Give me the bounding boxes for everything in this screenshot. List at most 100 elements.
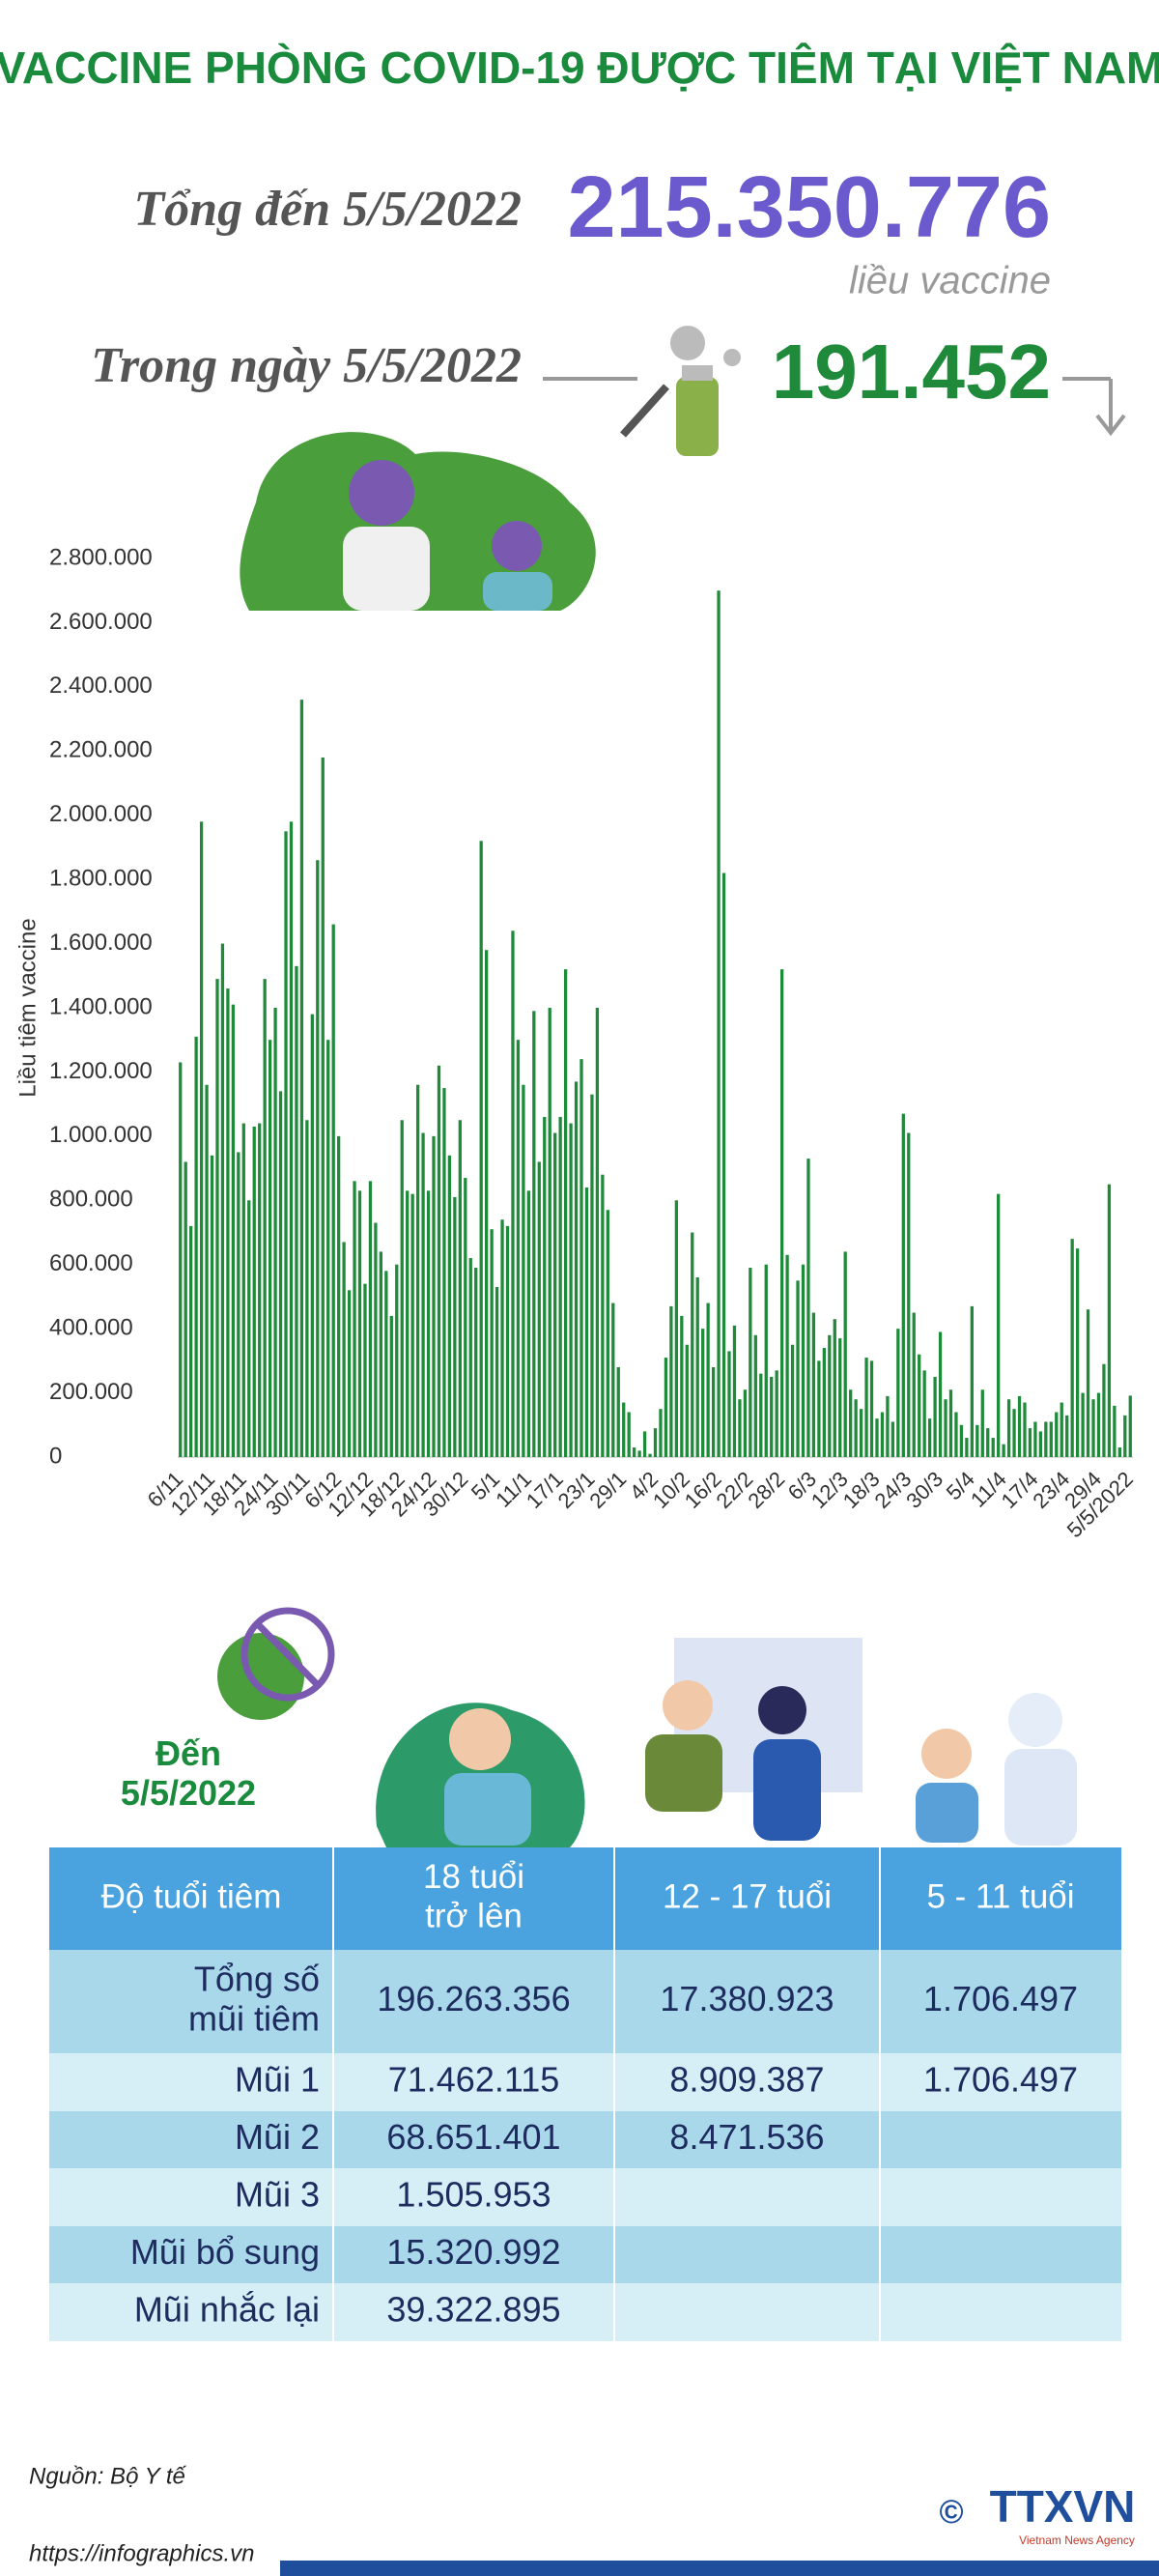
- bar: [347, 1290, 352, 1457]
- table-cell: 1.706.497: [923, 1979, 1078, 2018]
- bar: [432, 1135, 436, 1457]
- y-tick-label: 1.400.000: [49, 993, 153, 1019]
- bar: [674, 1200, 678, 1457]
- y-tick-label: 2.600.000: [49, 609, 153, 635]
- bar: [738, 1399, 742, 1457]
- table-row-bg: [49, 2226, 1121, 2283]
- x-tick-label: 28/2: [743, 1467, 789, 1513]
- header-decoration: [543, 326, 1126, 456]
- bar: [1033, 1421, 1037, 1457]
- bar: [822, 1348, 826, 1457]
- bar: [959, 1424, 964, 1457]
- bar: [1123, 1415, 1127, 1457]
- bar: [226, 988, 230, 1457]
- bar: [986, 1428, 990, 1457]
- bar: [1096, 1392, 1101, 1457]
- bar: [574, 1081, 579, 1457]
- bar: [833, 1319, 836, 1457]
- table-header-cell: trở lên: [425, 1897, 523, 1934]
- bar: [400, 1120, 404, 1457]
- illustration-people: [376, 1638, 1077, 1847]
- bar: [1028, 1428, 1032, 1457]
- table-cell: 8.909.387: [669, 2060, 824, 2100]
- bar: [410, 1193, 414, 1457]
- bar: [938, 1331, 943, 1457]
- bar: [611, 1302, 615, 1457]
- bar: [1117, 1447, 1121, 1457]
- bar: [685, 1344, 689, 1457]
- bar: [563, 969, 568, 1457]
- bar: [1091, 1399, 1095, 1457]
- bar: [680, 1315, 684, 1457]
- bar: [706, 1302, 710, 1457]
- bar: [806, 1159, 810, 1457]
- bar: [933, 1376, 937, 1457]
- bar: [490, 1229, 494, 1457]
- bar: [584, 1188, 589, 1457]
- bar: [859, 1409, 863, 1457]
- x-tick-label: 30/3: [901, 1467, 947, 1513]
- bar: [252, 1126, 256, 1457]
- bar: [189, 1225, 193, 1457]
- table-row-label: Mũi 2: [235, 2117, 320, 2157]
- bar: [215, 979, 219, 1457]
- bar: [495, 1286, 499, 1457]
- bar: [717, 590, 721, 1457]
- bar: [1086, 1309, 1090, 1457]
- bar: [543, 1116, 547, 1457]
- y-tick-label: 2.800.000: [49, 544, 153, 570]
- bar: [357, 1190, 362, 1457]
- total-value: 215.350.776: [568, 159, 1052, 256]
- table-row-label: Mũi 1: [235, 2060, 320, 2100]
- bar: [305, 1120, 309, 1457]
- y-tick-label: 600.000: [49, 1250, 133, 1276]
- y-tick-label: 200.000: [49, 1379, 133, 1405]
- bar: [1055, 1412, 1059, 1457]
- bar: [532, 1011, 536, 1457]
- bar: [1107, 1184, 1112, 1457]
- bar: [843, 1251, 847, 1457]
- bar: [948, 1389, 953, 1457]
- bar: [199, 821, 204, 1457]
- bar: [284, 831, 288, 1457]
- table-row-bg: [49, 2111, 1121, 2168]
- bar: [289, 821, 294, 1457]
- table-cell: 8.471.536: [669, 2117, 824, 2157]
- bar: [1002, 1444, 1005, 1457]
- bar: [331, 924, 335, 1457]
- bar: [896, 1329, 900, 1457]
- bar: [633, 1447, 636, 1457]
- bar: [770, 1376, 774, 1457]
- bar: [991, 1438, 995, 1457]
- bar: [447, 1155, 452, 1457]
- bar: [453, 1196, 457, 1457]
- bar: [558, 1116, 562, 1457]
- bar: [1065, 1415, 1069, 1457]
- y-tick-label: 2.400.000: [49, 673, 153, 699]
- bar: [389, 1315, 393, 1457]
- bar: [907, 1132, 911, 1457]
- bar: [922, 1370, 926, 1457]
- bar: [237, 1152, 240, 1457]
- y-tick-label: 2.200.000: [49, 737, 153, 763]
- bar: [442, 1088, 446, 1457]
- bar: [790, 1344, 795, 1457]
- bar: [1081, 1392, 1085, 1457]
- bar: [965, 1438, 969, 1457]
- bar: [458, 1120, 462, 1457]
- table-cell: 71.462.115: [388, 2060, 560, 2100]
- y-tick-label: 0: [49, 1443, 62, 1469]
- bar: [1075, 1248, 1080, 1457]
- bar: [368, 1181, 373, 1457]
- bar: [854, 1399, 858, 1457]
- bar: [205, 1084, 209, 1457]
- bar: [616, 1367, 620, 1457]
- table-cell: 39.322.895: [386, 2290, 560, 2330]
- bar: [975, 1424, 979, 1457]
- bar: [342, 1242, 346, 1457]
- bar: [1017, 1395, 1022, 1457]
- y-tick-label: 1.200.000: [49, 1058, 153, 1084]
- bar: [970, 1305, 974, 1457]
- bar: [764, 1264, 768, 1457]
- agency: Vietnam News Agency: [1019, 2533, 1135, 2547]
